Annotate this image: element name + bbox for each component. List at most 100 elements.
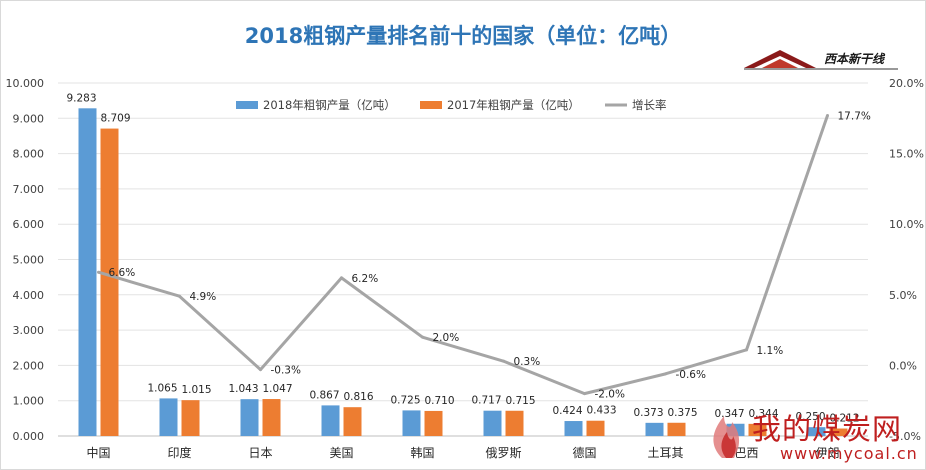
growth-point bbox=[97, 270, 100, 274]
bar-value-label: 0.725 bbox=[390, 394, 420, 406]
growth-line bbox=[97, 113, 829, 396]
growth-labels: 6.6% 4.9% -0.3% 6.2% 2.0% 0.3% -2.0% -0.6% 1.1% 1… bbox=[109, 110, 871, 400]
legend-swatch bbox=[420, 101, 442, 109]
logo-text: 西本新干线 bbox=[824, 52, 885, 66]
legend-label: 2018年粗钢产量（亿吨） bbox=[263, 98, 396, 112]
left-tick-label: 8.000 bbox=[13, 148, 45, 161]
bar-2018 bbox=[321, 405, 340, 436]
bar-value-label: 0.424 bbox=[552, 405, 582, 417]
growth-point bbox=[178, 294, 181, 298]
bar-value-label: 0.433 bbox=[586, 405, 616, 417]
bar-2017 bbox=[505, 410, 524, 436]
bar-value-label: 0.347 bbox=[714, 408, 744, 420]
left-tick-label: 5.000 bbox=[13, 254, 45, 267]
bar-2018 bbox=[645, 422, 664, 436]
growth-value-label: -0.3% bbox=[271, 365, 301, 377]
left-tick-label: 7.000 bbox=[13, 183, 45, 196]
growth-point bbox=[340, 276, 343, 280]
left-tick-label: 3.000 bbox=[13, 324, 45, 337]
bar-2018 bbox=[240, 399, 259, 436]
bar-2018 bbox=[159, 398, 178, 436]
bar-value-label: 0.344 bbox=[748, 408, 778, 420]
bar-2017 bbox=[100, 128, 119, 436]
legend: 2018年粗钢产量（亿吨） 2017年粗钢产量（亿吨） 增长率 bbox=[236, 98, 667, 112]
bar-2018 bbox=[564, 421, 583, 436]
logo-roof-icon bbox=[744, 50, 898, 70]
chart-title: 2018粗钢产量排名前十的国家（单位：亿吨） bbox=[244, 24, 682, 48]
growth-value-label: 0.3% bbox=[514, 356, 541, 368]
left-tick-label: 6.000 bbox=[13, 218, 45, 231]
category-label: 中国 bbox=[86, 445, 110, 460]
growth-point bbox=[583, 392, 586, 396]
growth-value-label: 1.1% bbox=[757, 345, 784, 357]
watermark-flame-icon bbox=[713, 416, 740, 458]
growth-point bbox=[826, 113, 829, 117]
left-tick-label: 10.000 bbox=[6, 77, 45, 90]
right-tick-label: 5.0% bbox=[889, 289, 917, 302]
category-label: 印度 bbox=[167, 445, 191, 460]
watermark-url: www.mycoal.cn bbox=[780, 444, 918, 463]
legend-label: 2017年粗钢产量（亿吨） bbox=[447, 98, 580, 112]
growth-value-label: 4.9% bbox=[190, 291, 217, 303]
bar-2017 bbox=[667, 422, 686, 436]
bars bbox=[78, 108, 848, 437]
gridlines bbox=[58, 82, 868, 437]
growth-point bbox=[259, 368, 262, 372]
bar-value-label: 0.715 bbox=[505, 395, 535, 407]
legend-label: 增长率 bbox=[632, 98, 667, 112]
bar-2018 bbox=[807, 427, 826, 436]
growth-value-label: 2.0% bbox=[433, 332, 460, 344]
bar-2018 bbox=[483, 410, 502, 436]
growth-point bbox=[664, 372, 667, 376]
bar-value-label: 0.717 bbox=[471, 395, 501, 407]
bar-2017 bbox=[586, 420, 605, 436]
bar-2017 bbox=[343, 407, 362, 436]
bar-value-label: 0.867 bbox=[309, 389, 339, 401]
category-label: 巴西 bbox=[734, 446, 758, 460]
growth-point bbox=[421, 335, 424, 339]
category-label: 韩国 bbox=[410, 445, 434, 460]
left-axis-ticks: 0.000 1.000 2.000 3.000 4.000 5.000 6.000 7.000… bbox=[6, 77, 45, 443]
growth-point bbox=[745, 348, 748, 352]
category-label: 伊朗 bbox=[815, 446, 839, 460]
watermark-text: 我的煤炭网 bbox=[752, 412, 903, 446]
bar-value-label: 0.373 bbox=[633, 407, 663, 419]
growth-value-label: -0.6% bbox=[676, 369, 706, 381]
bar-labels: 9.283 1.065 1.043 0.867 0.725 0.717 0.424 0.373… bbox=[66, 92, 859, 424]
left-tick-label: 4.000 bbox=[13, 289, 45, 302]
right-tick-label: 0.0% bbox=[889, 359, 917, 372]
category-label: 土耳其 bbox=[647, 446, 683, 460]
category-label: 日本 bbox=[248, 446, 272, 460]
bar-2017 bbox=[829, 428, 848, 436]
bar-2017 bbox=[748, 423, 767, 436]
left-tick-label: 1.000 bbox=[13, 395, 45, 408]
bar-value-label: 8.709 bbox=[100, 113, 130, 125]
bar-value-label: 1.015 bbox=[181, 384, 211, 396]
bar-value-label: 0.710 bbox=[424, 395, 454, 407]
bar-value-label: 1.043 bbox=[228, 383, 258, 395]
bar-value-label: 0.816 bbox=[343, 391, 373, 403]
bar-value-label: 0.375 bbox=[667, 407, 697, 419]
bar-value-label: 1.065 bbox=[147, 382, 177, 394]
left-tick-label: 0.000 bbox=[13, 430, 45, 443]
bar-2018 bbox=[78, 108, 97, 437]
growth-value-label: 6.2% bbox=[352, 273, 379, 285]
bar-2017 bbox=[181, 400, 200, 436]
right-tick-label: 15.0% bbox=[889, 148, 924, 161]
bar-2017 bbox=[262, 399, 281, 436]
growth-value-label: -2.0% bbox=[595, 389, 625, 401]
category-label: 德国 bbox=[572, 445, 596, 460]
right-tick-label: -5.0% bbox=[889, 430, 921, 443]
right-tick-label: 20.0% bbox=[889, 77, 924, 90]
bar-value-label: 9.283 bbox=[66, 92, 96, 104]
right-tick-label: 10.0% bbox=[889, 218, 924, 231]
category-label: 美国 bbox=[329, 446, 353, 460]
growth-value-label: 6.6% bbox=[109, 267, 136, 279]
bar-value-label: 1.047 bbox=[262, 383, 292, 395]
right-axis-ticks: -5.0% 0.0% 5.0% 10.0% 15.0% 20.0% bbox=[889, 77, 924, 443]
growth-value-label: 17.7% bbox=[838, 110, 871, 122]
bar-value-label: 0.250 bbox=[795, 411, 825, 423]
left-tick-label: 9.000 bbox=[13, 112, 45, 125]
legend-swatch bbox=[236, 101, 258, 109]
